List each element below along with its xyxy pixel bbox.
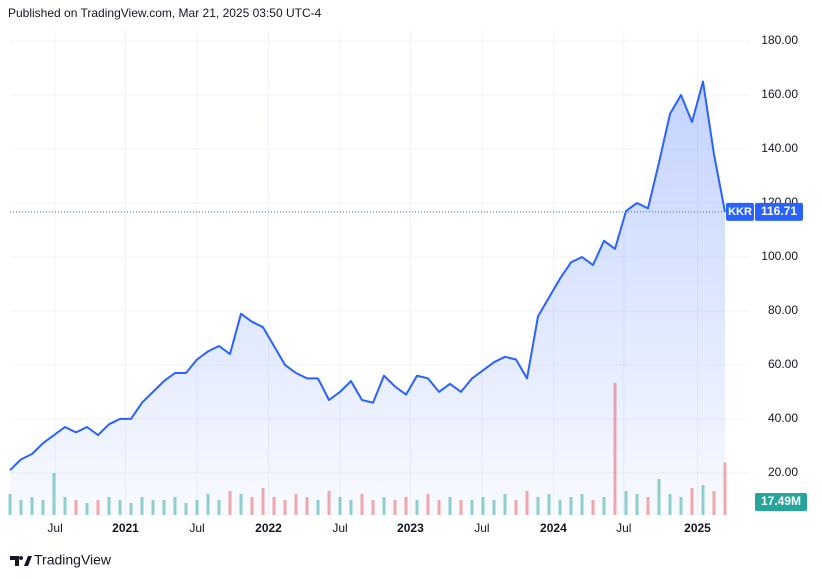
y-tick-label: 40.00 [768,411,798,425]
y-tick-label: 160.00 [761,87,798,101]
header: Published on TradingView.com, Mar 21, 20… [8,6,322,20]
x-tick-label: Jul [332,521,347,535]
area-fill [10,81,725,515]
x-tick-label: Jul [474,521,489,535]
symbol-badge [726,202,754,221]
logo [10,556,32,566]
x-tick-label: 2023 [397,521,424,535]
x-tick-label: Jul [616,521,631,535]
y-tick-label: 140.00 [761,141,798,155]
x-tick-label: 2024 [540,521,567,535]
price-line [9,80,726,471]
y-tick-label: 180.00 [761,33,798,47]
x-tick-label: 2022 [255,521,282,535]
y-tick-label: 20.00 [768,465,798,479]
footer-logo-text: TradingView [34,552,112,568]
y-tick-label: 80.00 [768,303,798,317]
y-tick-label: 100.00 [761,249,798,263]
x-tick-label: Jul [47,521,62,535]
x-tick-label: 2025 [684,521,711,535]
y-tick-label: 60.00 [768,357,798,371]
symbol-label: KKR [728,206,752,218]
price-badge [755,202,803,221]
x-tick-label: Jul [189,521,204,535]
volume-label: 17.49M [761,494,801,508]
x-tick-label: 2021 [112,521,139,535]
last-price-label: 116.71 [761,204,797,218]
volume-badge [755,493,807,511]
